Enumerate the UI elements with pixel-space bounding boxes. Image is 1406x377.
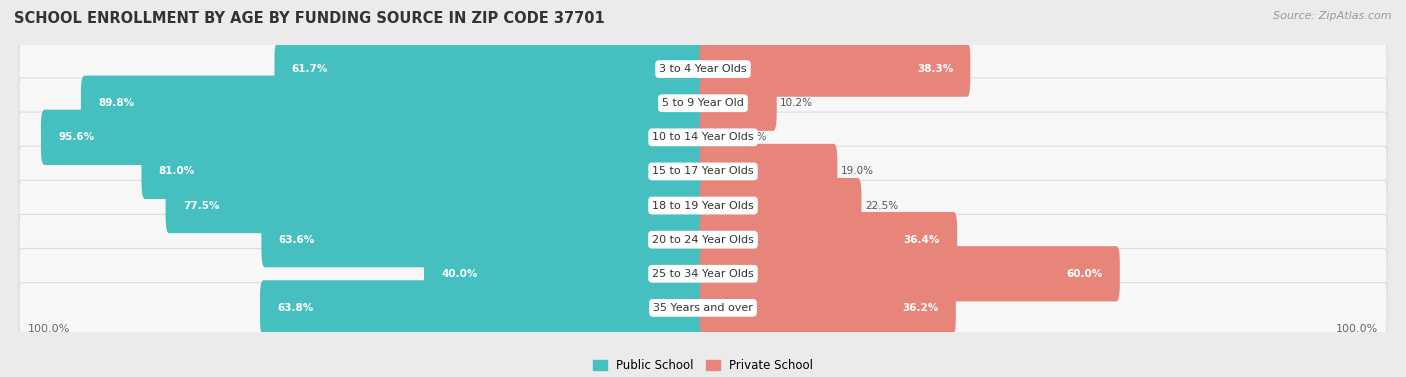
FancyBboxPatch shape [700, 144, 838, 199]
Text: 95.6%: 95.6% [58, 132, 94, 143]
Text: 20 to 24 Year Olds: 20 to 24 Year Olds [652, 234, 754, 245]
FancyBboxPatch shape [274, 41, 706, 97]
FancyBboxPatch shape [700, 212, 957, 267]
Text: 60.0%: 60.0% [1066, 269, 1102, 279]
Text: 63.8%: 63.8% [277, 303, 314, 313]
Text: 38.3%: 38.3% [917, 64, 953, 74]
FancyBboxPatch shape [18, 283, 1388, 333]
Text: 36.4%: 36.4% [904, 234, 941, 245]
Text: 19.0%: 19.0% [841, 166, 873, 176]
Text: 63.6%: 63.6% [278, 234, 315, 245]
FancyBboxPatch shape [142, 144, 706, 199]
Text: 10.2%: 10.2% [780, 98, 813, 108]
Text: SCHOOL ENROLLMENT BY AGE BY FUNDING SOURCE IN ZIP CODE 37701: SCHOOL ENROLLMENT BY AGE BY FUNDING SOUR… [14, 11, 605, 26]
FancyBboxPatch shape [82, 76, 706, 131]
FancyBboxPatch shape [18, 78, 1388, 129]
Text: 35 Years and over: 35 Years and over [652, 303, 754, 313]
Text: 18 to 19 Year Olds: 18 to 19 Year Olds [652, 201, 754, 211]
Text: 25 to 34 Year Olds: 25 to 34 Year Olds [652, 269, 754, 279]
Text: 5 to 9 Year Old: 5 to 9 Year Old [662, 98, 744, 108]
FancyBboxPatch shape [18, 215, 1388, 265]
FancyBboxPatch shape [700, 178, 862, 233]
FancyBboxPatch shape [262, 212, 706, 267]
FancyBboxPatch shape [700, 280, 956, 336]
FancyBboxPatch shape [18, 180, 1388, 231]
FancyBboxPatch shape [18, 146, 1388, 197]
Text: 22.5%: 22.5% [865, 201, 898, 211]
FancyBboxPatch shape [260, 280, 706, 336]
FancyBboxPatch shape [700, 246, 1119, 301]
FancyBboxPatch shape [425, 246, 706, 301]
Text: 40.0%: 40.0% [441, 269, 478, 279]
Legend: Public School, Private School: Public School, Private School [593, 359, 813, 372]
Text: 10 to 14 Year Olds: 10 to 14 Year Olds [652, 132, 754, 143]
Text: 4.4%: 4.4% [740, 132, 766, 143]
Text: 15 to 17 Year Olds: 15 to 17 Year Olds [652, 166, 754, 176]
Text: 81.0%: 81.0% [159, 166, 195, 176]
FancyBboxPatch shape [18, 44, 1388, 94]
FancyBboxPatch shape [700, 110, 737, 165]
FancyBboxPatch shape [700, 76, 776, 131]
FancyBboxPatch shape [700, 41, 970, 97]
FancyBboxPatch shape [166, 178, 706, 233]
Text: 77.5%: 77.5% [183, 201, 219, 211]
Text: 61.7%: 61.7% [291, 64, 328, 74]
FancyBboxPatch shape [41, 110, 706, 165]
Text: 3 to 4 Year Olds: 3 to 4 Year Olds [659, 64, 747, 74]
Text: 100.0%: 100.0% [28, 324, 70, 334]
Text: 100.0%: 100.0% [1336, 324, 1378, 334]
FancyBboxPatch shape [18, 112, 1388, 162]
FancyBboxPatch shape [18, 248, 1388, 299]
Text: 89.8%: 89.8% [98, 98, 134, 108]
Text: 36.2%: 36.2% [903, 303, 939, 313]
Text: Source: ZipAtlas.com: Source: ZipAtlas.com [1274, 11, 1392, 21]
